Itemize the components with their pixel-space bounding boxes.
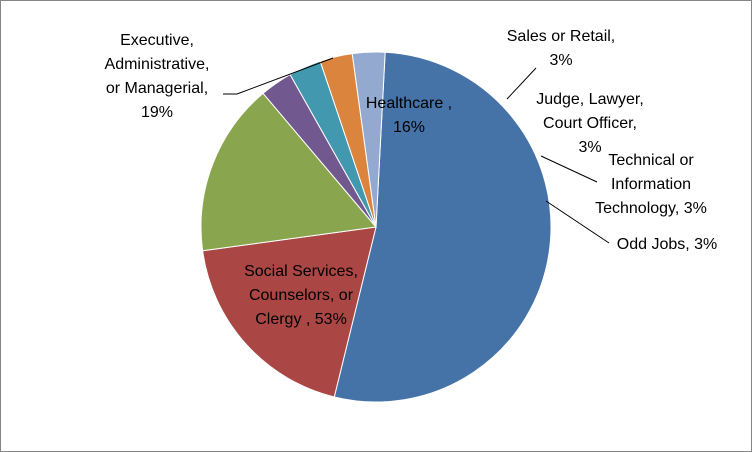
leader-line bbox=[545, 200, 610, 244]
labels-layer: Social Services, Counselors, or Clergy , 5… bbox=[105, 28, 718, 328]
pie-slice-social-services-counselors-or-clergy bbox=[333, 51, 552, 403]
data-label-sales-or-retail: Sales or Retail, 3% bbox=[507, 28, 616, 69]
data-label-executive-administrative-or-managerial: Executive, Administrative, or Managerial, 1… bbox=[105, 32, 210, 121]
pie-slice-odd-jobs bbox=[351, 51, 386, 228]
pie-slice-executive-administrative-or-managerial bbox=[202, 226, 377, 398]
pie-slice-healthcare bbox=[200, 92, 377, 252]
data-label-technical-or-information-technology: Technical or Information Technology, 3% bbox=[595, 152, 707, 217]
data-label-judge-lawyer-court-officer: Judge, Lawyer, Court Officer, 3% bbox=[536, 91, 644, 156]
data-label-healthcare: Healthcare , 16% bbox=[366, 95, 452, 136]
leader-line bbox=[223, 57, 334, 95]
data-label-social-services-counselors-or-clergy: Social Services, Counselors, or Clergy , 5… bbox=[244, 263, 358, 328]
slices-layer bbox=[200, 51, 552, 403]
leader-line bbox=[506, 67, 537, 100]
leader-lines bbox=[223, 57, 610, 244]
leader-line bbox=[540, 155, 598, 183]
data-label-odd-jobs: Odd Jobs, 3% bbox=[617, 236, 718, 253]
